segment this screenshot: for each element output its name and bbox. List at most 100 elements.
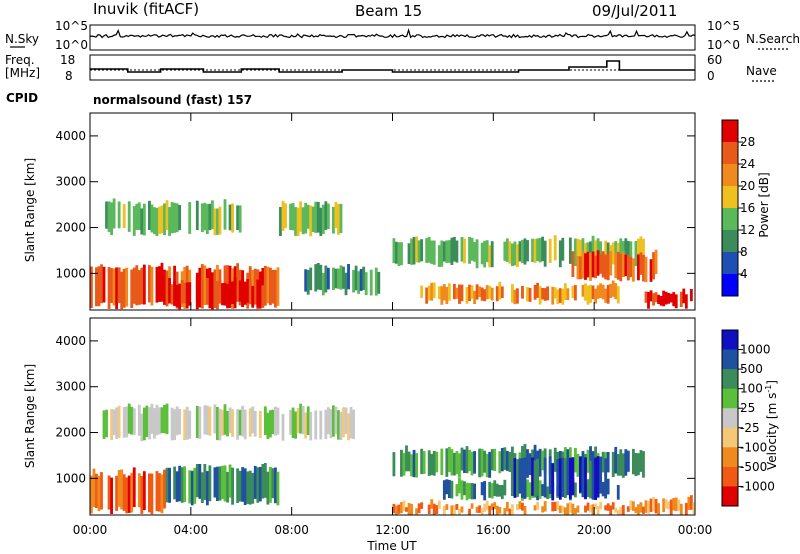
heatmap-cell — [581, 251, 585, 279]
heatmap-cell — [132, 206, 136, 236]
heatmap-cell — [178, 408, 182, 435]
colorbar-segment — [722, 349, 738, 370]
heatmap-cell — [563, 458, 567, 498]
heatmap-cell — [485, 240, 489, 263]
heatmap-cell — [480, 508, 484, 515]
heatmap-cell — [309, 205, 313, 237]
heatmap-cell — [324, 265, 328, 293]
heatmap-cell — [500, 448, 504, 472]
heatmap-cell — [415, 508, 419, 515]
heatmap-cell — [596, 456, 600, 498]
heatmap-cell — [558, 505, 562, 514]
heatmap-cell — [574, 447, 577, 473]
heatmap-cell — [246, 471, 250, 504]
heatmap-cell — [455, 240, 459, 263]
station-title: Inuvik (fitACF) — [93, 0, 199, 18]
heatmap-cell — [689, 495, 693, 510]
heatmap-cell — [571, 457, 575, 495]
heatmap-cell — [566, 288, 570, 300]
heatmap-cell — [432, 240, 436, 265]
freq-panel — [89, 54, 696, 81]
heatmap-cell — [203, 464, 207, 500]
heatmap-cell — [337, 410, 340, 440]
heatmap-cell — [203, 202, 207, 231]
heatmap-cell — [304, 269, 308, 292]
heatmap-cell — [392, 503, 396, 514]
heatmap-cell — [228, 204, 232, 231]
heatmap-cell — [498, 281, 502, 300]
heatmap-cell — [616, 509, 620, 515]
heatmap-cell — [223, 404, 227, 435]
heatmap-cell — [140, 413, 144, 442]
heatmap-cell — [339, 265, 343, 290]
heatmap-cell — [463, 238, 466, 264]
heatmap-cell — [458, 477, 461, 494]
heatmap-cell — [236, 205, 240, 230]
heatmap-cell — [445, 240, 449, 263]
heatmap-cell — [485, 500, 489, 511]
colorbar-segment — [722, 369, 738, 389]
heatmap-cell — [642, 238, 645, 266]
heatmap-cell — [198, 406, 202, 439]
heatmap-cell — [493, 448, 497, 471]
heatmap-cell — [528, 287, 532, 302]
heatmap-cell — [483, 503, 487, 512]
heatmap-cell — [453, 505, 456, 515]
heatmap-cell — [606, 452, 610, 473]
heatmap-cell — [589, 241, 592, 263]
heatmap-cell — [347, 413, 350, 441]
heatmap-cell — [410, 454, 413, 477]
heatmap-cell — [521, 286, 524, 299]
heatmap-cell — [664, 499, 668, 509]
heatmap-cell — [589, 460, 592, 499]
heatmap-cell — [553, 287, 557, 299]
heatmap-cell — [321, 204, 325, 234]
heatmap-cell — [478, 448, 482, 478]
heatmap-cell — [342, 407, 345, 438]
heatmap-cell — [674, 497, 678, 512]
heatmap-cell — [518, 458, 522, 494]
heatmap-cell — [422, 451, 426, 474]
heatmap-cell — [553, 235, 557, 261]
heatmap-cell — [339, 203, 343, 234]
heatmap-cell — [480, 242, 484, 265]
heatmap-cell — [354, 265, 358, 291]
heatmap-cell — [455, 484, 459, 497]
nsky-panel — [89, 24, 696, 51]
heatmap-cell — [150, 403, 154, 434]
heatmap-cell — [526, 287, 529, 302]
heatmap-cell — [402, 500, 406, 511]
heatmap-cell — [626, 506, 630, 512]
heatmap-cell — [561, 237, 565, 261]
heatmap-cell — [218, 279, 222, 302]
heatmap-cell — [473, 483, 476, 500]
colorbar-tick-label: 100 — [740, 382, 763, 396]
x-tick-label: 00:00 — [678, 523, 713, 537]
heatmap-cell — [586, 479, 590, 497]
nsky-trace — [89, 27, 696, 39]
heatmap-cell — [221, 283, 224, 306]
heatmap-cell — [243, 468, 247, 505]
heatmap-cell — [631, 501, 635, 511]
heatmap-cell — [158, 206, 161, 234]
heatmap-cell — [543, 457, 547, 498]
heatmap-cell — [319, 410, 323, 440]
heatmap-cell — [147, 265, 151, 303]
heatmap-cell — [606, 253, 610, 281]
heatmap-cell — [644, 256, 648, 283]
heatmap-cell — [92, 468, 96, 508]
heatmap-cell — [473, 290, 476, 304]
heatmap-cell — [195, 405, 199, 439]
heatmap-cell — [296, 207, 300, 237]
heatmap-cell — [538, 286, 542, 305]
heatmap-cell — [604, 288, 608, 303]
heatmap-cell — [440, 286, 444, 305]
heatmap-cell — [667, 501, 671, 510]
freq-tick-bottom: 8 — [65, 69, 73, 83]
heatmap-cell — [450, 480, 454, 499]
heatmap-cell — [546, 286, 550, 301]
heatmap-cell — [510, 243, 514, 267]
heatmap-cell — [442, 480, 446, 500]
heatmap-cell — [586, 502, 590, 511]
heatmap-cell — [274, 406, 277, 436]
